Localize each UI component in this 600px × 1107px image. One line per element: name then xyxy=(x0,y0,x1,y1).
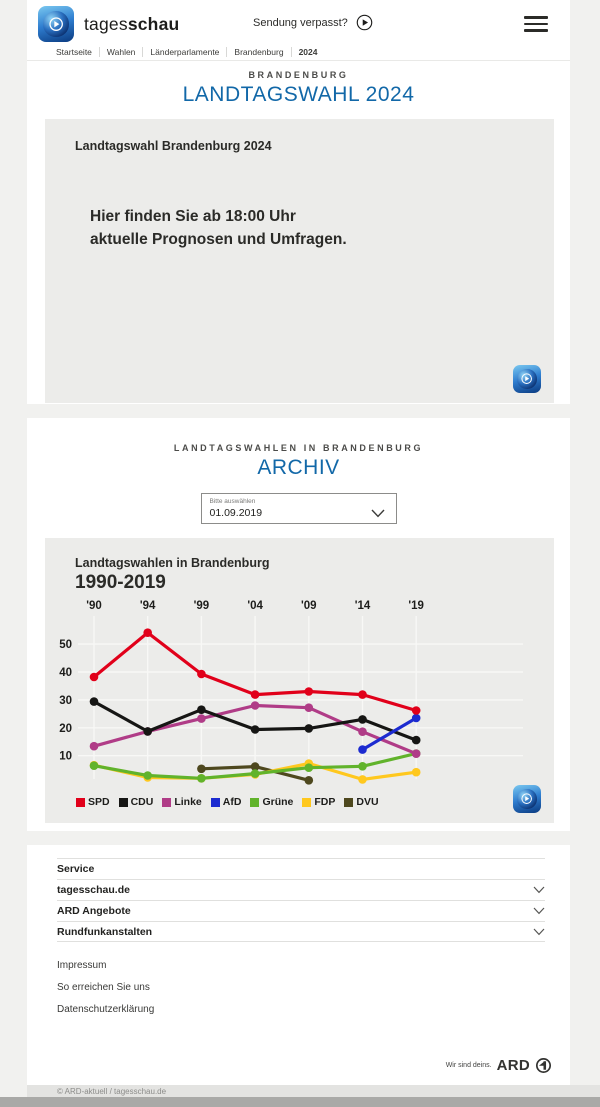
svg-text:'99: '99 xyxy=(194,600,210,612)
chart-subtitle: 1990-2019 xyxy=(75,572,166,593)
chevron-down-icon xyxy=(533,865,545,873)
hero-message-line2: aktuelle Prognosen und Umfragen. xyxy=(90,231,347,248)
legend-label: DVU xyxy=(356,796,379,808)
accordion-label: ARD Angebote xyxy=(57,905,131,917)
play-icon xyxy=(356,14,373,31)
menu-icon[interactable] xyxy=(524,16,548,32)
header: tagesschau Sendung verpasst? xyxy=(27,4,570,44)
archive-section: LANDTAGSWAHLEN IN BRANDENBURG ARCHIV Bit… xyxy=(27,418,570,831)
legend-item-gruene: Grüne xyxy=(250,796,293,808)
ard-brand-claim: Wir sind deins. ARD xyxy=(446,1057,552,1074)
accordion-service[interactable]: Service xyxy=(57,858,545,879)
svg-text:30: 30 xyxy=(59,695,72,707)
chevron-down-icon xyxy=(370,505,385,523)
accordion-rundfunkanstalten[interactable]: Rundfunkanstalten xyxy=(57,921,545,942)
legend-item-dvu: DVU xyxy=(344,796,379,808)
legend-label: Linke xyxy=(174,796,202,808)
brand-bold: schau xyxy=(127,13,180,34)
chart-card: Landtagswahlen in Brandenburg 1990-2019 … xyxy=(45,538,554,823)
hero-card-title: Landtagswahl Brandenburg 2024 xyxy=(75,139,272,153)
cdu-color-swatch xyxy=(118,797,128,807)
svg-text:'19: '19 xyxy=(408,600,424,612)
bottom-strip xyxy=(0,1097,600,1107)
svg-text:20: 20 xyxy=(59,723,72,735)
copyright-bar: © ARD-aktuell / tagesschau.de xyxy=(27,1085,600,1097)
legend-item-linke: Linke xyxy=(162,796,202,808)
sendung-verpasst-label: Sendung verpasst? xyxy=(253,16,348,29)
legend-item-spd: SPD xyxy=(76,796,110,808)
legend-label: Grüne xyxy=(262,796,294,808)
link-kontakt[interactable]: So erreichen Sie uns xyxy=(57,981,150,993)
ard-logo xyxy=(513,365,541,393)
legend-item-fdp: FDP xyxy=(302,796,335,808)
breadcrumb-laenderparlamente[interactable]: Länderparlamente xyxy=(142,47,226,57)
ard-logo xyxy=(513,785,541,813)
dvu-color-swatch xyxy=(344,797,354,807)
archive-date-select[interactable]: Bitte auswählen 01.09.2019 xyxy=(200,493,397,524)
link-datenschutz[interactable]: Datenschutzerklärung xyxy=(57,1003,155,1015)
svg-text:'04: '04 xyxy=(247,600,263,612)
accordion-ard-angebote[interactable]: ARD Angebote xyxy=(57,900,545,921)
link-impressum[interactable]: Impressum xyxy=(57,959,107,971)
chart-legend: SPD CDU Linke AfD Grüne FDP DVU xyxy=(76,796,379,808)
hero-card: Landtagswahl Brandenburg 2024 Hier finde… xyxy=(45,119,554,403)
archive-kicker: LANDTAGSWAHLEN IN BRANDENBURG xyxy=(173,443,424,453)
accordion-label: tagesschau.de xyxy=(57,884,130,896)
spd-color-swatch xyxy=(76,797,85,807)
brand-claim-text: Wir sind deins. xyxy=(445,1062,492,1069)
svg-text:'94: '94 xyxy=(140,600,156,612)
top-section: tagesschau Sendung verpasst? Startseite … xyxy=(27,0,570,404)
election-line-chart: '90 '94 '99 '04 '09 '14 '19 10 20 30 40 50 xyxy=(59,600,523,785)
footer-links: Impressum So erreichen Sie uns Datenschu… xyxy=(57,954,570,1020)
svg-text:40: 40 xyxy=(59,667,72,679)
brand-regular: tages xyxy=(84,13,128,34)
ard-one-icon xyxy=(535,1057,552,1074)
breadcrumb: Startseite Wahlen Länderparlamente Brand… xyxy=(27,44,570,61)
legend-item-afd: AfD xyxy=(210,796,242,808)
breadcrumb-startseite[interactable]: Startseite xyxy=(56,47,92,57)
svg-text:10: 10 xyxy=(59,751,72,763)
breadcrumb-wahlen[interactable]: Wahlen xyxy=(98,47,143,57)
afd-color-swatch xyxy=(210,797,220,807)
svg-text:'90: '90 xyxy=(86,600,102,612)
fdp-color-swatch xyxy=(302,797,312,807)
gruene-color-swatch xyxy=(250,797,260,807)
legend-label: CDU xyxy=(130,796,154,808)
select-value: 01.09.2019 xyxy=(209,507,263,519)
ard-wordmark: ARD xyxy=(496,1057,530,1074)
archive-title: ARCHIV xyxy=(257,456,340,479)
accordion-label: Rundfunkanstalten xyxy=(57,925,153,938)
breadcrumb-brandenburg[interactable]: Brandenburg xyxy=(226,47,290,57)
accordion-label: Service xyxy=(57,863,95,875)
hero-message: Hier finden Sie ab 18:00 Uhr aktuelle Pr… xyxy=(90,205,554,251)
hero-kicker: BRANDENBURG xyxy=(248,70,349,80)
select-placeholder-label: Bitte auswählen xyxy=(209,498,256,505)
linke-color-swatch xyxy=(162,797,172,807)
sendung-verpasst[interactable]: Sendung verpasst? xyxy=(253,14,373,31)
breadcrumb-2024[interactable]: 2024 xyxy=(290,47,325,57)
legend-item-cdu: CDU xyxy=(118,796,154,808)
svg-text:'14: '14 xyxy=(355,600,371,612)
hero-message-line1: Hier finden Sie ab 18:00 Uhr xyxy=(90,208,296,225)
chevron-down-icon xyxy=(533,886,545,894)
legend-label: AfD xyxy=(222,796,242,808)
footer-section: Service tagesschau.de ARD Angebote Rundf… xyxy=(27,845,570,1085)
legend-label: SPD xyxy=(88,796,110,808)
chevron-down-icon xyxy=(533,928,545,936)
tagesschau-logo[interactable] xyxy=(38,6,74,42)
brand-wordmark[interactable]: tagesschau xyxy=(84,14,179,35)
chart-title: Landtagswahlen in Brandenburg xyxy=(75,556,270,570)
copyright-text: © ARD-aktuell / tagesschau.de xyxy=(57,1086,167,1096)
page-title: LANDTAGSWAHL 2024 xyxy=(182,83,415,106)
svg-text:'09: '09 xyxy=(301,600,317,612)
chevron-down-icon xyxy=(533,907,545,915)
ard-one-glyph xyxy=(49,17,63,31)
legend-label: FDP xyxy=(314,796,336,808)
svg-text:50: 50 xyxy=(59,639,72,651)
accordion-tagesschau-de[interactable]: tagesschau.de xyxy=(57,879,545,900)
